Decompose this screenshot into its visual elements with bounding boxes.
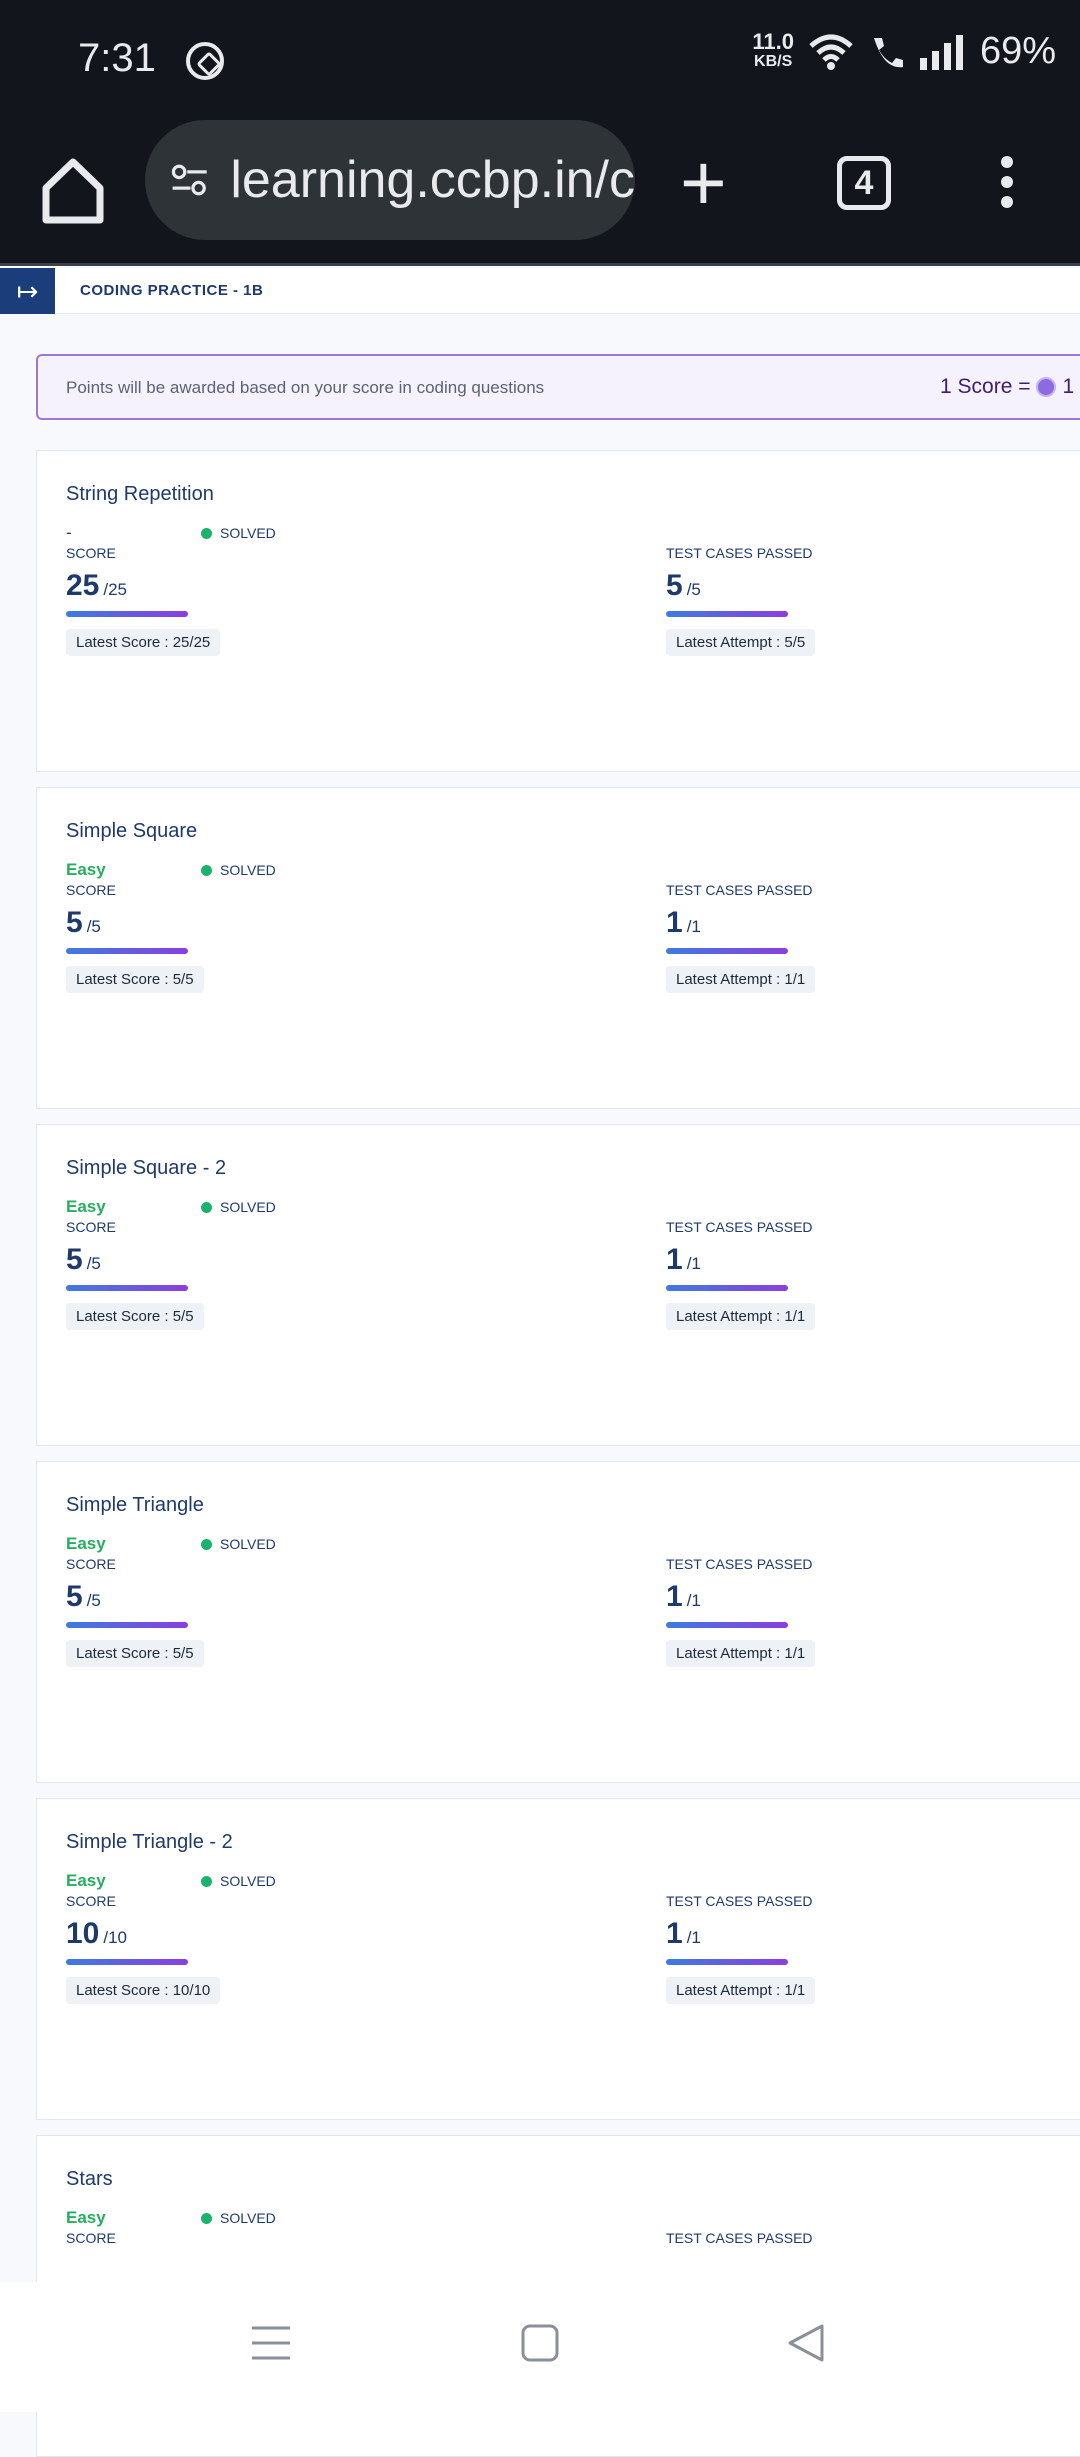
latest-score-chip: Latest Score : 25/25 [66,629,221,656]
page-title: CODING PRACTICE - 1B [80,282,264,299]
difficulty-label: Easy [66,1197,106,1216]
sidebar-toggle-button[interactable]: ↦ [0,268,55,314]
status-indicators: 11.0 KB/S 69% [752,30,1056,73]
network-speed: 11.0 KB/S [752,28,794,70]
test-cases-progress-bar [666,611,788,617]
solved-dot-icon [201,1201,212,1213]
question-title[interactable]: Stars [66,2168,113,2190]
difficulty-label: Easy [66,1871,106,1890]
difficulty-label: Easy [66,1534,106,1553]
coin-icon [1036,377,1057,397]
question-title[interactable]: Simple Square [66,820,198,842]
difficulty-label: - [66,523,72,542]
page-header: ↦ CODING PRACTICE - 1B [0,268,1080,314]
question-title[interactable]: Simple Triangle [66,1494,204,1516]
status-time: 7:31 [78,36,156,80]
question-card[interactable]: Simple Triangle - 2 Easy SOLVED SCORE 10… [36,1798,1080,2120]
latest-attempt-chip: Latest Attempt : 5/5 [666,629,816,656]
question-card[interactable]: Simple Square Easy SOLVED SCORE 5/5 Late… [36,787,1080,1109]
solved-dot-icon [201,2212,212,2224]
test-cases-progress-bar [666,1959,788,1965]
wifi-icon [809,34,853,70]
status-badge: SOLVED [201,1873,276,1889]
wifi-call-icon [873,37,903,67]
signal-icon [919,34,963,70]
status-badge: SOLVED [201,2210,276,2226]
system-nav-bar [0,2282,1080,2412]
test-cases-progress-bar [666,1285,788,1291]
status-badge: SOLVED [201,525,276,541]
latest-score-chip: Latest Score : 5/5 [66,966,204,993]
latest-attempt-chip: Latest Attempt : 1/1 [666,1303,816,1330]
solved-dot-icon [201,527,212,539]
whatsapp-icon [186,42,224,80]
test-cases-progress-bar [666,948,788,954]
latest-attempt-chip: Latest Attempt : 1/1 [666,1977,816,2004]
latest-score-chip: Latest Score : 5/5 [66,1303,204,1330]
question-card[interactable]: Simple Triangle Easy SOLVED SCORE 5/5 La… [36,1461,1080,1783]
difficulty-label: Easy [66,860,106,879]
browser-toolbar: learning.ccbp.in/c + 4 [0,120,1080,266]
question-title[interactable]: Simple Triangle - 2 [66,1831,233,1853]
question-title[interactable]: Simple Square - 2 [66,1157,227,1179]
latest-score-chip: Latest Score : 5/5 [66,1640,204,1667]
new-tab-button[interactable]: + [680,138,727,227]
home-square-icon[interactable] [520,2322,560,2364]
score-progress-bar [66,1622,188,1628]
test-cases-progress-bar [666,1622,788,1628]
points-info-text: Points will be awarded based on your sco… [66,378,545,397]
score-progress-bar [66,611,188,617]
question-title[interactable]: String Repetition [66,483,214,505]
difficulty-label: Easy [66,2208,106,2227]
points-conversion: 1 Score = 1 P [940,375,1080,398]
points-banner: Points will be awarded based on your sco… [36,354,1080,420]
question-card[interactable]: String Repetition - SOLVED SCORE 25/25 L… [36,450,1080,772]
battery-level: 69% [979,30,1056,72]
url-text: learning.ccbp.in/c [230,151,635,209]
more-options-icon[interactable] [995,150,1019,220]
latest-score-chip: Latest Score : 10/10 [66,1977,221,2004]
status-bar: 7:31 11.0 KB/S 69% [0,0,1080,120]
score-progress-bar [66,1959,188,1965]
tab-switcher-button[interactable]: 4 [837,156,891,210]
question-card[interactable]: Simple Square - 2 Easy SOLVED SCORE 5/5 … [36,1124,1080,1446]
home-icon[interactable] [38,150,108,230]
address-bar[interactable]: learning.ccbp.in/c [145,120,635,240]
solved-dot-icon [201,1875,212,1887]
status-badge: SOLVED [201,1536,276,1552]
recents-menu-icon[interactable] [250,2322,292,2364]
score-progress-bar [66,1285,188,1291]
latest-attempt-chip: Latest Attempt : 1/1 [666,966,816,993]
solved-dot-icon [201,864,212,876]
site-settings-icon[interactable] [171,160,208,200]
latest-attempt-chip: Latest Attempt : 1/1 [666,1640,816,1667]
status-badge: SOLVED [201,1199,276,1215]
status-badge: SOLVED [201,862,276,878]
solved-dot-icon [201,1538,212,1550]
score-progress-bar [66,948,188,954]
back-triangle-icon[interactable] [784,2322,826,2364]
